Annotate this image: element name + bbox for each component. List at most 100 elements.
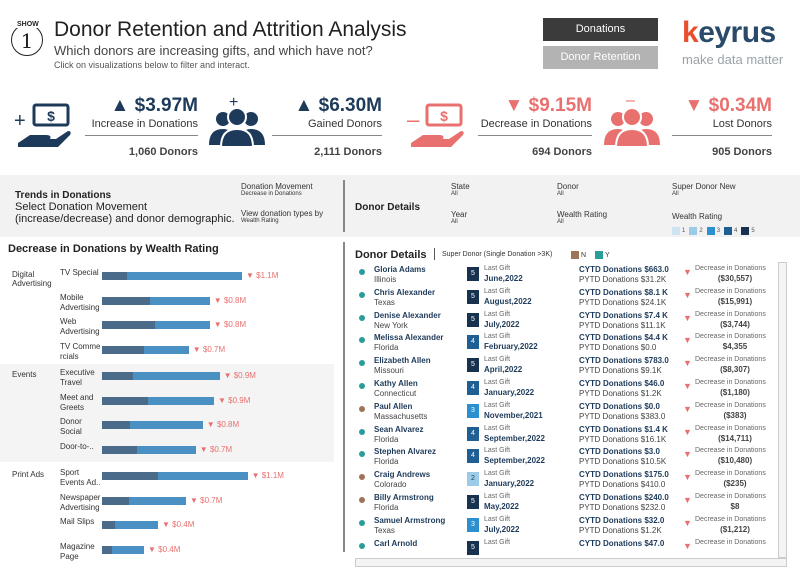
- kpi-gained-value[interactable]: ▲ $6.30M: [294, 95, 382, 116]
- kpi-increase-value[interactable]: ▲ $3.97M: [110, 95, 198, 116]
- wealth-legend-label: 4: [734, 227, 738, 234]
- vertical-scrollbar[interactable]: [778, 262, 787, 558]
- table-row[interactable]: Melissa Alexander Florida 4 Last Gift Februa…: [355, 333, 773, 356]
- decrease-label: Decrease in Donations: [695, 515, 766, 523]
- donor-retention-nav-button[interactable]: Donor Retention: [543, 46, 658, 69]
- decrease-arrow-icon: ▼: [683, 335, 692, 346]
- bar-value-label: ▼ $0.4M: [162, 520, 195, 529]
- bar-segment-light[interactable]: [114, 521, 158, 529]
- bar-segment-dark[interactable]: [102, 272, 128, 280]
- bar-segment-light[interactable]: [127, 272, 242, 280]
- donor-name[interactable]: Billy Armstrong: [374, 493, 434, 502]
- bar-segment-light[interactable]: [158, 472, 248, 480]
- bar-segment-dark[interactable]: [102, 496, 129, 505]
- trends-title: Trends in Donations: [15, 190, 112, 201]
- bar-segment-dark[interactable]: [102, 372, 133, 380]
- donor-name[interactable]: Gloria Adams: [374, 265, 426, 274]
- kpi-gained-label: Gained Donors: [308, 118, 382, 130]
- view-by-filter[interactable]: View donation types by Wealth Rating: [241, 209, 324, 224]
- donor-name[interactable]: Sean Alvarez: [374, 424, 424, 434]
- bar-segment-dark[interactable]: [102, 472, 158, 480]
- super-donor-legend-title: Super Donor (Single Donation >3K): [442, 251, 553, 258]
- table-row[interactable]: Billy Armstrong Florida 5 Last Gift May,2022…: [355, 493, 773, 516]
- donor-name[interactable]: Carl Arnold: [374, 538, 418, 548]
- show-badge[interactable]: SHOW 1: [11, 21, 43, 56]
- donor-name[interactable]: Craig Andrews: [374, 470, 431, 480]
- bar-segment-dark[interactable]: [102, 445, 137, 454]
- donor-name[interactable]: Denise Alexander: [374, 310, 441, 320]
- table-row[interactable]: Stephen Alvarez Florida 4 Last Gift Septembe…: [355, 447, 773, 470]
- wealth-rating-badge: 4: [467, 426, 479, 441]
- donor-state: Florida: [374, 343, 399, 353]
- bar-segment-light[interactable]: [111, 545, 144, 554]
- kpi-lost-count: 905 Donors: [712, 146, 772, 158]
- kpi-decrease-value[interactable]: ▼ $9.15M: [504, 95, 592, 116]
- bar-segment-light[interactable]: [130, 421, 203, 429]
- wealth-legend-label: 5: [751, 227, 755, 234]
- donations-nav-button[interactable]: Donations: [543, 18, 658, 41]
- last-gift-date: July,2022: [484, 524, 520, 534]
- group-label: Print Ads: [12, 470, 45, 479]
- page-hint: Click on visualizations below to filter …: [54, 60, 250, 70]
- bar-value-label: ▼ $1.1M: [251, 471, 284, 480]
- table-row[interactable]: Sean Alvarez Florida 4 Last Gift September,2…: [355, 425, 773, 448]
- last-gift-date: September,2022: [484, 433, 545, 443]
- donation-movement-filter[interactable]: Donation Movement Decrease in Donations: [241, 182, 313, 197]
- decrease-amount: ($8,307): [720, 365, 750, 375]
- bar-segment-dark[interactable]: [102, 545, 112, 554]
- donor-name[interactable]: Elizabeth Allen: [374, 356, 431, 366]
- last-gift-date: January,2022: [484, 388, 535, 397]
- decrease-arrow-icon: ▼: [683, 472, 692, 483]
- bar-segment-light[interactable]: [155, 321, 210, 329]
- category-label: TV Special: [60, 268, 99, 277]
- bar-segment-light[interactable]: [137, 445, 196, 454]
- kpi-divider: [672, 135, 772, 136]
- bar-segment-dark[interactable]: [102, 396, 149, 405]
- state-filter[interactable]: State All: [451, 182, 470, 197]
- bar-segment-light[interactable]: [132, 372, 220, 380]
- table-row[interactable]: Carl Arnold 5 Last Gift CYTD Donations $47.…: [355, 539, 773, 562]
- title-divider: [434, 248, 435, 260]
- donor-name[interactable]: Paul Allen: [374, 401, 413, 411]
- table-row[interactable]: Paul Allen Massachusetts 3 Last Gift Novembe…: [355, 402, 773, 425]
- super-donor-filter[interactable]: Super Donor New All: [672, 182, 736, 197]
- bar-segment-dark[interactable]: [102, 521, 115, 529]
- bar-value-label: ▼ $0.9M: [223, 371, 256, 380]
- bar-segment-dark[interactable]: [102, 321, 156, 329]
- table-row[interactable]: Denise Alexander New York 5 Last Gift July,2…: [355, 311, 773, 334]
- donor-name[interactable]: Melissa Alexander: [374, 333, 444, 343]
- table-row[interactable]: Elizabeth Allen Missouri 5 Last Gift April,2…: [355, 356, 773, 379]
- cytd-donations: CYTD Donations $7.4 K: [579, 310, 668, 320]
- table-row[interactable]: Chris Alexander Texas 5 Last Gift August,202…: [355, 288, 773, 311]
- cytd-donations: CYTD Donations $8.1 K: [579, 287, 668, 297]
- bar-segment-dark[interactable]: [102, 345, 144, 354]
- bar-segment-light[interactable]: [149, 296, 210, 305]
- bar-segment-light[interactable]: [144, 345, 189, 354]
- table-row[interactable]: Gloria Adams Illinois 5 Last Gift June,2022 C…: [355, 265, 773, 288]
- decrease-arrow-icon: ▼: [683, 289, 692, 300]
- donor-name[interactable]: Stephen Alvarez: [374, 447, 436, 457]
- decrease-arrow-icon: ▼: [683, 358, 692, 369]
- horizontal-scrollbar[interactable]: [355, 558, 787, 567]
- donor-name[interactable]: Chris Alexander: [374, 287, 436, 297]
- bar-segment-dark[interactable]: [102, 421, 130, 429]
- svg-text:–: –: [407, 107, 420, 132]
- bar-segment-light[interactable]: [148, 396, 214, 405]
- last-gift-date: January,2022: [484, 479, 535, 489]
- keyrus-logo: keyrus: [682, 16, 776, 49]
- table-row[interactable]: Samuel Armstrong Texas 3 Last Gift July,2022…: [355, 516, 773, 539]
- bar-segment-dark[interactable]: [102, 296, 150, 305]
- donor-name[interactable]: Kathy Allen: [374, 379, 418, 388]
- table-row[interactable]: Craig Andrews Colorado 2 Last Gift January,2…: [355, 470, 773, 493]
- table-row[interactable]: Kathy Allen Connecticut 4 Last Gift January,…: [355, 379, 773, 402]
- donor-state: Florida: [374, 457, 399, 467]
- wealth-rating-filter[interactable]: Wealth Rating All: [557, 210, 608, 225]
- kpi-lost-value[interactable]: ▼ $0.34M: [684, 95, 772, 116]
- super-donor-dot: [359, 497, 365, 503]
- wealth-rating-badge: 4: [467, 381, 479, 395]
- donor-filter[interactable]: Donor All: [557, 182, 579, 197]
- bar-segment-light[interactable]: [128, 496, 186, 505]
- year-filter[interactable]: Year All: [451, 210, 468, 225]
- super-donor-dot: [359, 405, 365, 412]
- donor-name[interactable]: Samuel Armstrong: [374, 515, 446, 525]
